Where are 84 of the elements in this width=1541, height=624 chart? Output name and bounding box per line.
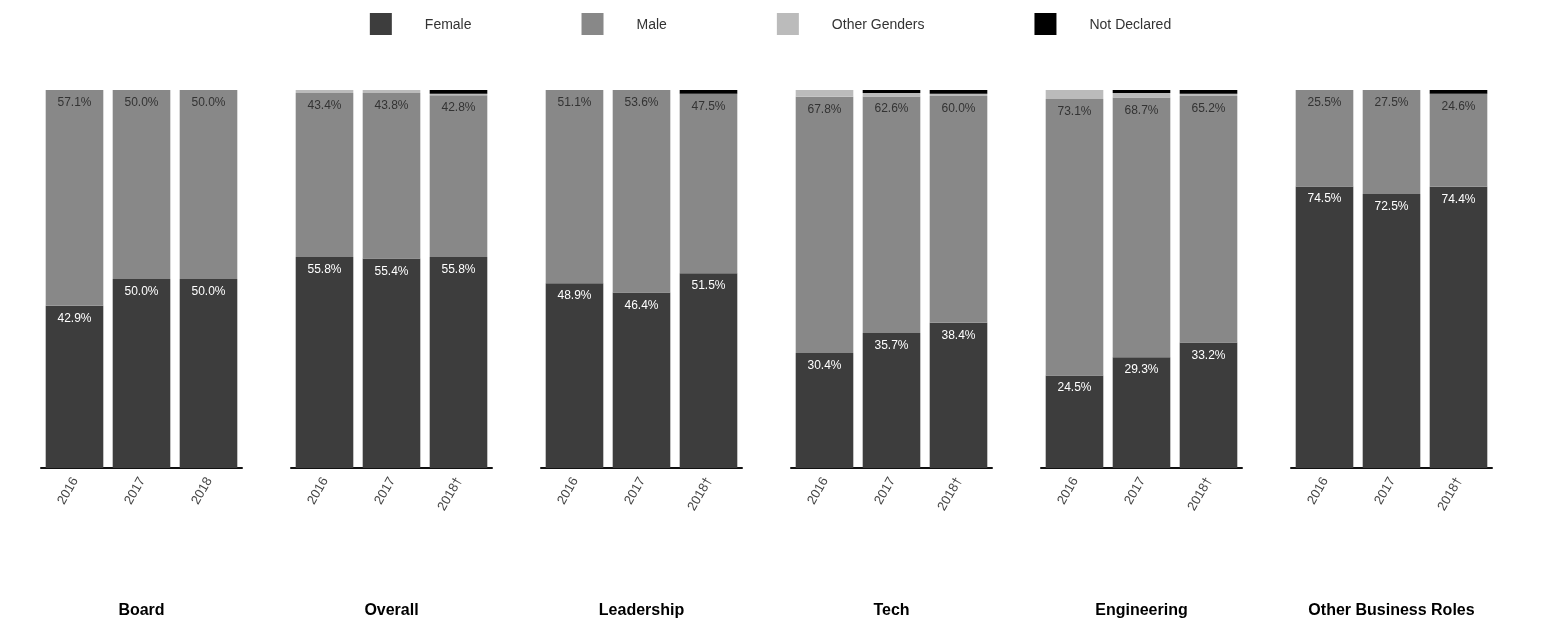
- data-label: 74.5%: [1307, 191, 1342, 206]
- data-label: 48.9%: [557, 288, 592, 303]
- bar: [429, 95, 488, 258]
- data-label: 73.1%: [1057, 104, 1092, 119]
- data-label: 53.6%: [624, 95, 659, 109]
- data-label: 55.8%: [307, 262, 342, 277]
- bar: [1112, 97, 1171, 358]
- bar: [1362, 90, 1421, 194]
- data-label: 74.4%: [1441, 191, 1476, 206]
- data-label: 50.0%: [124, 284, 159, 298]
- data-label: 55.8%: [441, 262, 476, 277]
- data-label: 24.6%: [1441, 98, 1476, 113]
- bar: [362, 90, 421, 94]
- x-axis-title: Leadership: [598, 600, 685, 618]
- x-axis-title: Overall: [364, 600, 419, 618]
- bar: [795, 353, 854, 468]
- data-label: 33.2%: [1191, 347, 1226, 362]
- bar: [612, 292, 671, 468]
- bar: [1429, 93, 1488, 187]
- data-label: 60.0%: [941, 101, 976, 116]
- data-label: 55.4%: [374, 263, 409, 278]
- legend-label: Not Declared: [1089, 16, 1172, 32]
- bar: [1045, 99, 1104, 376]
- data-label: 68.7%: [1124, 102, 1159, 117]
- bar: [1112, 93, 1171, 98]
- x-axis-title: Board: [118, 600, 165, 618]
- x-axis-title: Engineering: [1095, 600, 1188, 618]
- data-label: 29.3%: [1124, 362, 1159, 377]
- data-label: 27.5%: [1374, 95, 1409, 109]
- data-label: 51.1%: [557, 95, 592, 109]
- bar: [362, 258, 421, 468]
- bar: [929, 322, 988, 468]
- bar: [295, 93, 354, 258]
- x-axis-title: Tech: [873, 600, 910, 618]
- data-label: 67.8%: [807, 101, 842, 116]
- bar: [612, 90, 671, 293]
- bar: [1112, 90, 1171, 94]
- bar: [795, 96, 854, 354]
- bar: [1429, 186, 1488, 468]
- bar: [862, 96, 921, 334]
- bar: [362, 93, 421, 259]
- bar: [429, 257, 488, 468]
- bar: [679, 93, 738, 274]
- data-label: 51.5%: [691, 278, 726, 293]
- legend-label: Other Genders: [831, 16, 925, 32]
- legend-label: Female: [424, 16, 472, 32]
- bar: [1045, 375, 1104, 468]
- data-label: 50.0%: [191, 95, 226, 109]
- data-label: 46.4%: [624, 297, 659, 312]
- data-label: 43.8%: [374, 98, 409, 113]
- bar: [545, 283, 604, 468]
- bar: [1362, 193, 1421, 468]
- data-label: 30.4%: [807, 358, 842, 373]
- data-label: 65.2%: [1191, 101, 1226, 116]
- bar: [295, 90, 354, 94]
- x-axis-title: Other Business Roles: [1308, 600, 1475, 618]
- bar: [545, 90, 604, 284]
- bar: [679, 273, 738, 468]
- bar: [1179, 342, 1238, 468]
- data-label: 50.0%: [191, 284, 226, 298]
- data-label: 25.5%: [1307, 95, 1342, 109]
- bar: [1179, 96, 1238, 343]
- bar: [679, 90, 738, 94]
- bar: [1112, 357, 1171, 468]
- data-label: 42.8%: [441, 100, 476, 115]
- data-label: 35.7%: [874, 338, 909, 353]
- bar: [795, 90, 854, 97]
- bar: [1295, 90, 1354, 187]
- data-label: 57.1%: [57, 95, 92, 109]
- bar: [862, 333, 921, 468]
- bar: [295, 257, 354, 468]
- data-label: 43.4%: [307, 98, 342, 113]
- data-label: 24.5%: [1057, 380, 1092, 395]
- bar: [1045, 90, 1104, 100]
- bar: [1429, 90, 1488, 94]
- legend-label: Male: [636, 16, 668, 32]
- bar: [929, 96, 988, 323]
- data-label: 47.5%: [691, 98, 726, 113]
- data-label: 38.4%: [941, 327, 976, 342]
- data-label: 50.0%: [124, 95, 159, 109]
- data-label: 62.6%: [874, 101, 909, 116]
- data-label: 72.5%: [1374, 198, 1409, 213]
- bar: [1295, 186, 1354, 468]
- data-label: 42.9%: [57, 310, 92, 325]
